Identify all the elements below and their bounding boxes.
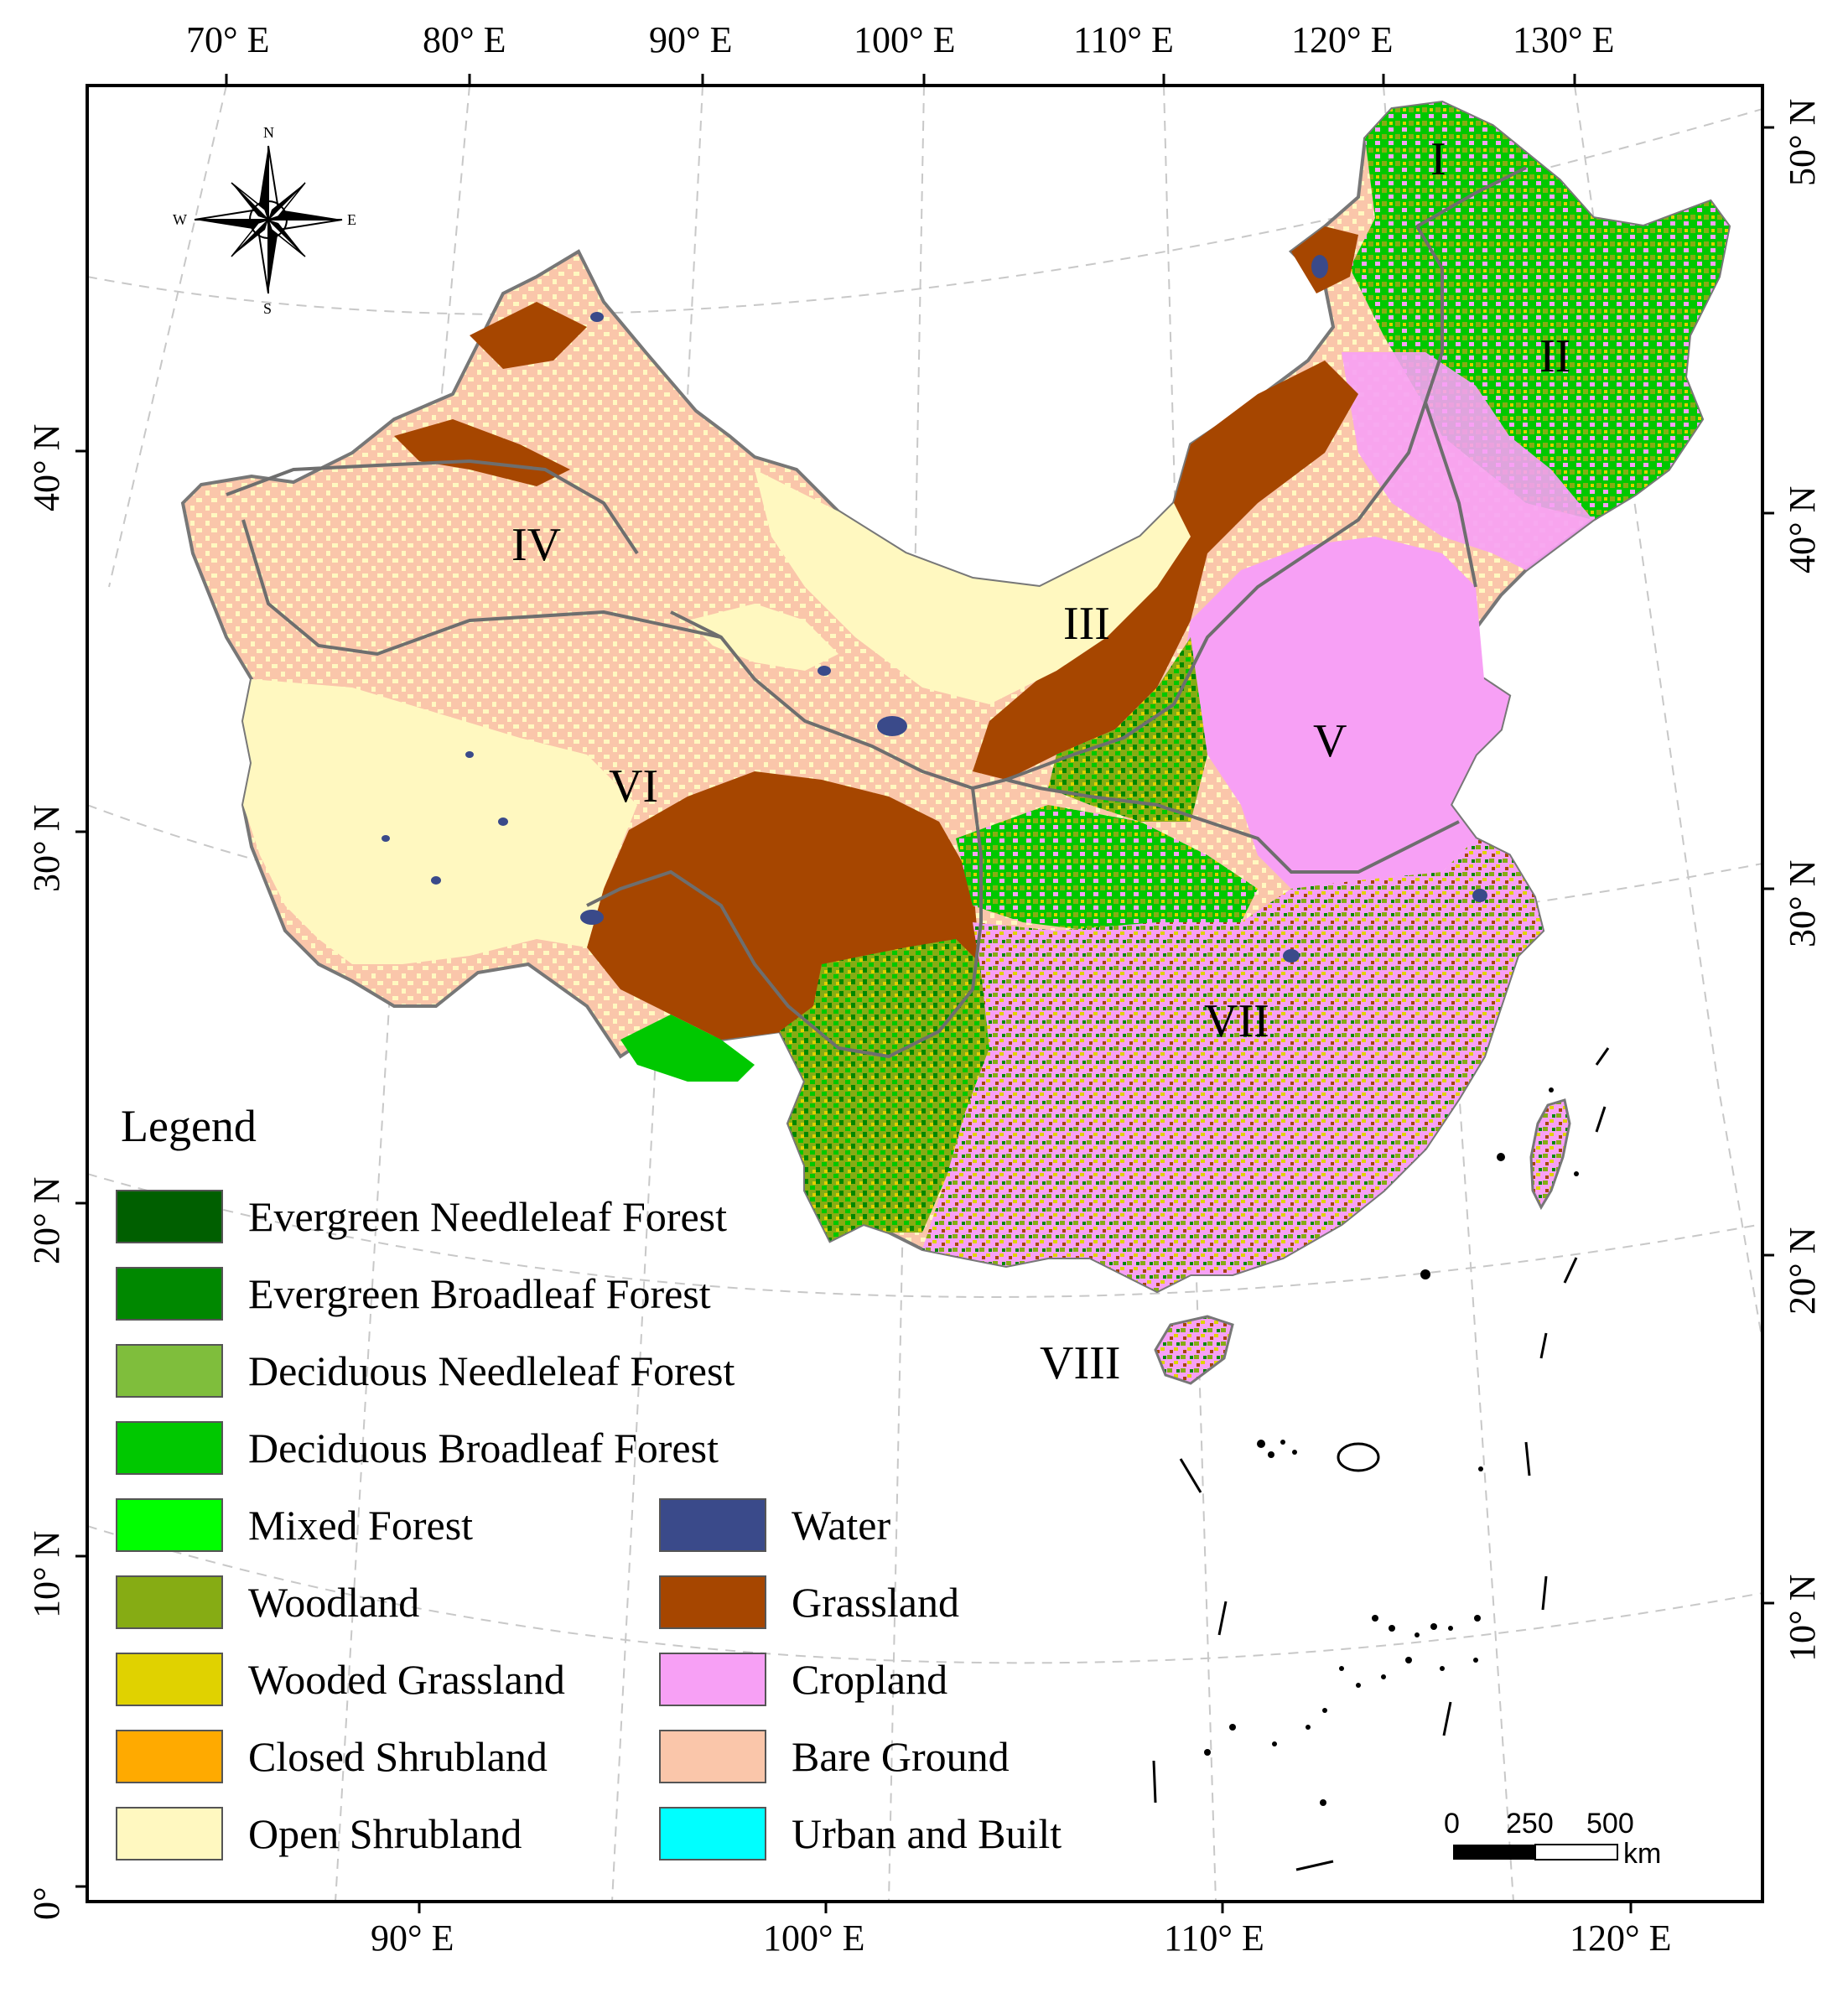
top-lon-tick: 90° E xyxy=(649,19,733,60)
legend-label: Deciduous Broadleaf Forest xyxy=(248,1425,719,1471)
legend-item: Evergreen Broadleaf Forest xyxy=(116,1266,711,1321)
legend-item: Wooded Grassland xyxy=(116,1652,565,1707)
legend-item: Open Shrubland xyxy=(116,1806,522,1861)
legend-swatch xyxy=(116,1730,223,1783)
legend-swatch xyxy=(659,1575,766,1629)
legend-swatch xyxy=(116,1421,223,1475)
region-label-iv: IV xyxy=(511,519,562,571)
south-sea-islands xyxy=(1152,1047,1610,1871)
right-lat-tick: 10° N xyxy=(1782,1574,1823,1662)
legend-item: Closed Shrubland xyxy=(116,1729,548,1784)
legend-swatch xyxy=(659,1498,766,1552)
legend-swatch xyxy=(116,1807,223,1860)
legend-label: Wooded Grassland xyxy=(248,1656,565,1703)
region-label-vii: VII xyxy=(1204,995,1269,1047)
legend-item: Evergreen Needleleaf Forest xyxy=(116,1189,727,1244)
legend-item: Urban and Built xyxy=(659,1806,1062,1861)
southwest-forest xyxy=(780,939,989,1241)
legend-item: Woodland xyxy=(116,1575,419,1630)
south-china-mosaic xyxy=(922,838,1543,1291)
top-lon-tick: 100° E xyxy=(854,19,956,60)
region-label-v: V xyxy=(1313,715,1347,767)
right-lat-tick: 30° N xyxy=(1782,859,1823,947)
right-lat-tick: 20° N xyxy=(1782,1227,1823,1315)
legend-swatch xyxy=(659,1653,766,1706)
taiwan xyxy=(1529,1098,1571,1211)
legend-item: Deciduous Needleleaf Forest xyxy=(116,1343,735,1399)
region-label-vi: VI xyxy=(609,760,659,812)
region-boundaries xyxy=(226,166,1527,1059)
frame-ticks xyxy=(75,74,1774,1913)
top-lon-tick: 130° E xyxy=(1513,19,1615,60)
scale-unit: km xyxy=(1623,1838,1662,1870)
legend-swatch xyxy=(659,1730,766,1783)
left-lat-tick: 40° N xyxy=(26,423,67,511)
region-label-i: I xyxy=(1430,133,1446,185)
legend-title: Legend xyxy=(121,1101,257,1151)
land-cover xyxy=(180,100,1731,1871)
legend-label: Closed Shrubland xyxy=(248,1733,548,1780)
legend-item: Mixed Forest xyxy=(116,1497,473,1553)
legend-item: Deciduous Broadleaf Forest xyxy=(116,1420,719,1476)
legend-label: Woodland xyxy=(248,1579,420,1626)
northeast-cropland xyxy=(1342,352,1593,570)
legend-swatch xyxy=(116,1498,223,1552)
left-lat-tick: 20° N xyxy=(26,1176,67,1264)
legend-label: Mixed Forest xyxy=(248,1502,474,1549)
legend-label: Urban and Built xyxy=(792,1810,1062,1857)
left-lat-tick: 0° xyxy=(26,1886,67,1920)
legend-label: Cropland xyxy=(792,1656,948,1703)
legend-label: Deciduous Needleleaf Forest xyxy=(248,1347,735,1394)
legend-item: Bare Ground xyxy=(659,1729,1010,1784)
right-lat-tick: 40° N xyxy=(1782,485,1823,573)
compass-n-label: N xyxy=(263,124,274,141)
scale-tick-250: 250 xyxy=(1506,1808,1554,1840)
legend-swatch xyxy=(116,1653,223,1706)
legend-label: Evergreen Broadleaf Forest xyxy=(248,1270,711,1317)
compass-rose-icon xyxy=(194,145,343,294)
top-lon-tick: 70° E xyxy=(186,19,270,60)
legend-label: Open Shrubland xyxy=(248,1810,522,1857)
legend-swatch xyxy=(116,1575,223,1629)
compass-e-label: E xyxy=(347,211,356,228)
scale-tick-0: 0 xyxy=(1444,1808,1460,1840)
hainan xyxy=(1154,1315,1234,1385)
island-dots xyxy=(1204,1087,1579,1806)
top-lon-tick: 110° E xyxy=(1073,19,1174,60)
left-lat-tick: 30° N xyxy=(26,804,67,892)
region-label-ii: II xyxy=(1539,330,1571,382)
compass-w-label: W xyxy=(173,211,187,228)
region-label-viii: VIII xyxy=(1040,1337,1121,1389)
bottom-lon-tick: 110° E xyxy=(1164,1918,1264,1959)
legend-swatch xyxy=(116,1267,223,1321)
legend-label: Grassland xyxy=(792,1579,959,1626)
legend-item: Cropland xyxy=(659,1652,947,1707)
legend-item: Grassland xyxy=(659,1575,959,1630)
legend-swatch xyxy=(116,1344,223,1398)
region-label-iii: III xyxy=(1063,598,1110,650)
scale-bar xyxy=(1453,1844,1618,1860)
legend-swatch xyxy=(116,1190,223,1243)
bottom-lon-tick: 120° E xyxy=(1570,1918,1672,1959)
legend-label: Water xyxy=(792,1502,891,1549)
top-lon-tick: 80° E xyxy=(423,19,506,60)
bottom-lon-tick: 100° E xyxy=(763,1918,865,1959)
right-lat-tick: 50° N xyxy=(1782,98,1823,186)
top-lon-tick: 120° E xyxy=(1291,19,1394,60)
scale-tick-500: 500 xyxy=(1586,1808,1634,1840)
north-china-cropland xyxy=(1174,537,1509,889)
legend-swatch xyxy=(659,1807,766,1860)
bottom-lon-tick: 90° E xyxy=(371,1918,454,1959)
left-lat-tick: 10° N xyxy=(26,1530,67,1618)
legend-label: Evergreen Needleleaf Forest xyxy=(248,1193,728,1240)
legend-item: Water xyxy=(659,1497,890,1553)
compass-s-label: S xyxy=(263,300,273,317)
legend-label: Bare Ground xyxy=(792,1733,1010,1780)
